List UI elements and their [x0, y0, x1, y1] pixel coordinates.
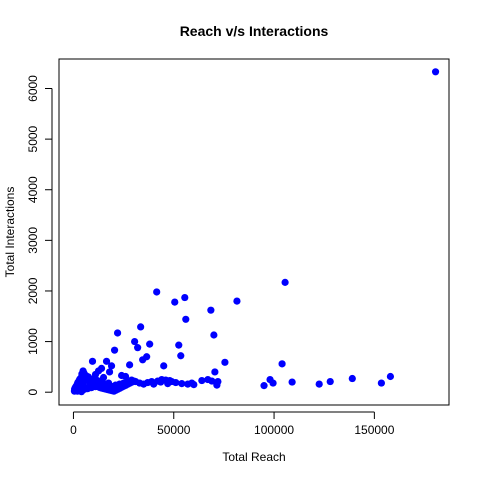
- data-point: [210, 331, 218, 339]
- data-point: [146, 340, 154, 348]
- data-point: [213, 381, 221, 389]
- data-point: [148, 377, 156, 386]
- data-point: [102, 357, 111, 365]
- x-tick-label: 150000: [354, 423, 394, 437]
- data-point: [181, 293, 189, 302]
- data-point: [97, 364, 106, 373]
- data-point: [110, 346, 119, 354]
- data-points: [70, 68, 440, 396]
- data-point: [377, 379, 385, 387]
- data-point: [139, 356, 147, 364]
- data-point: [117, 371, 126, 380]
- data-point: [386, 372, 395, 381]
- data-point: [130, 377, 138, 385]
- data-point: [190, 381, 198, 389]
- y-tick-label: 5000: [26, 125, 40, 152]
- x-axis: 0 50000 100000 150000: [70, 411, 395, 437]
- y-tick-label: 1000: [26, 328, 40, 355]
- data-point: [160, 362, 168, 370]
- x-axis-label: Total Reach: [222, 450, 285, 464]
- data-point: [288, 378, 296, 386]
- data-point: [131, 337, 139, 346]
- data-point: [266, 375, 274, 384]
- data-point: [211, 368, 219, 376]
- data-point: [104, 379, 113, 387]
- data-point: [233, 297, 241, 305]
- data-point: [137, 323, 145, 331]
- data-point: [260, 382, 268, 390]
- y-axis-label: Total Interactions: [3, 187, 17, 278]
- plot-frame: [58, 58, 450, 406]
- data-point: [88, 357, 97, 365]
- y-tick-label: 3000: [26, 227, 40, 254]
- data-point: [207, 306, 215, 314]
- data-point: [208, 377, 216, 385]
- data-point: [278, 360, 286, 368]
- data-point: [431, 68, 440, 76]
- data-point: [182, 315, 190, 323]
- data-point: [171, 298, 179, 306]
- data-point: [140, 380, 148, 388]
- data-point: [221, 358, 229, 366]
- data-point: [134, 344, 142, 352]
- data-point: [126, 361, 134, 369]
- y-tick-label: 0: [26, 389, 40, 396]
- data-point: [198, 376, 206, 385]
- data-point: [348, 374, 356, 383]
- y-tick-label: 2000: [26, 277, 40, 304]
- data-point: [105, 368, 114, 376]
- x-tick-label: 50000: [157, 423, 191, 437]
- y-tick-label: 6000: [26, 75, 40, 102]
- y-tick-label: 4000: [26, 176, 40, 203]
- data-point: [153, 288, 161, 296]
- x-tick-label: 100000: [254, 423, 294, 437]
- data-point: [113, 329, 122, 337]
- data-point: [175, 341, 183, 349]
- y-axis: 0 1000 2000 3000 4000 5000 6000: [26, 75, 53, 396]
- data-point: [177, 352, 185, 360]
- data-point: [107, 362, 116, 370]
- data-point: [326, 377, 334, 386]
- data-point: [281, 278, 289, 286]
- data-point: [315, 380, 323, 388]
- data-point: [172, 378, 180, 387]
- data-point: [184, 380, 192, 388]
- x-tick-label: 0: [70, 423, 77, 437]
- data-point: [178, 379, 186, 388]
- chart-title: Reach v/s Interactions: [180, 23, 329, 39]
